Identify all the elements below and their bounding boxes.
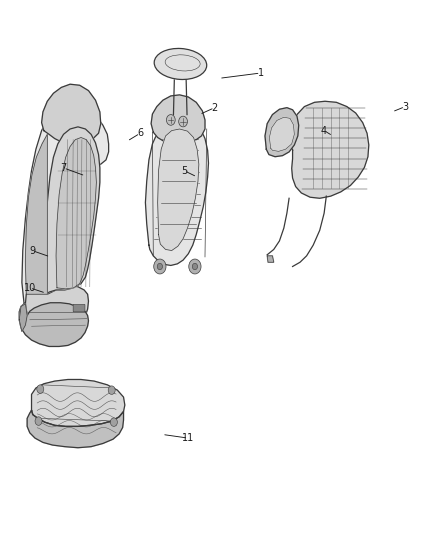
Circle shape [157,263,162,270]
Text: 11: 11 [182,433,194,443]
Circle shape [37,385,44,393]
Polygon shape [56,138,96,289]
Polygon shape [267,256,274,262]
Text: 3: 3 [402,102,408,111]
Text: 2: 2 [212,103,218,112]
Text: 7: 7 [60,163,67,173]
Circle shape [154,259,166,274]
Polygon shape [19,304,27,332]
Text: 5: 5 [181,166,187,175]
Polygon shape [19,303,88,346]
Polygon shape [291,101,369,198]
Polygon shape [269,117,294,151]
Circle shape [110,418,117,426]
Circle shape [35,417,42,425]
Circle shape [192,263,198,270]
Polygon shape [158,129,199,251]
Circle shape [179,116,187,127]
Polygon shape [22,102,109,304]
FancyBboxPatch shape [73,304,85,312]
Polygon shape [46,127,100,294]
Polygon shape [32,379,125,426]
Text: 4: 4 [321,126,327,135]
Polygon shape [42,84,101,144]
Polygon shape [25,286,88,332]
Polygon shape [25,134,47,294]
Text: 10: 10 [24,283,36,293]
Text: 9: 9 [29,246,35,255]
Polygon shape [265,108,299,157]
Circle shape [189,259,201,274]
Polygon shape [145,116,208,265]
Polygon shape [27,410,124,448]
Ellipse shape [154,49,207,79]
Circle shape [108,386,115,394]
Polygon shape [151,95,205,143]
Text: 1: 1 [258,68,264,78]
Circle shape [166,115,175,125]
Text: 6: 6 [137,128,143,138]
